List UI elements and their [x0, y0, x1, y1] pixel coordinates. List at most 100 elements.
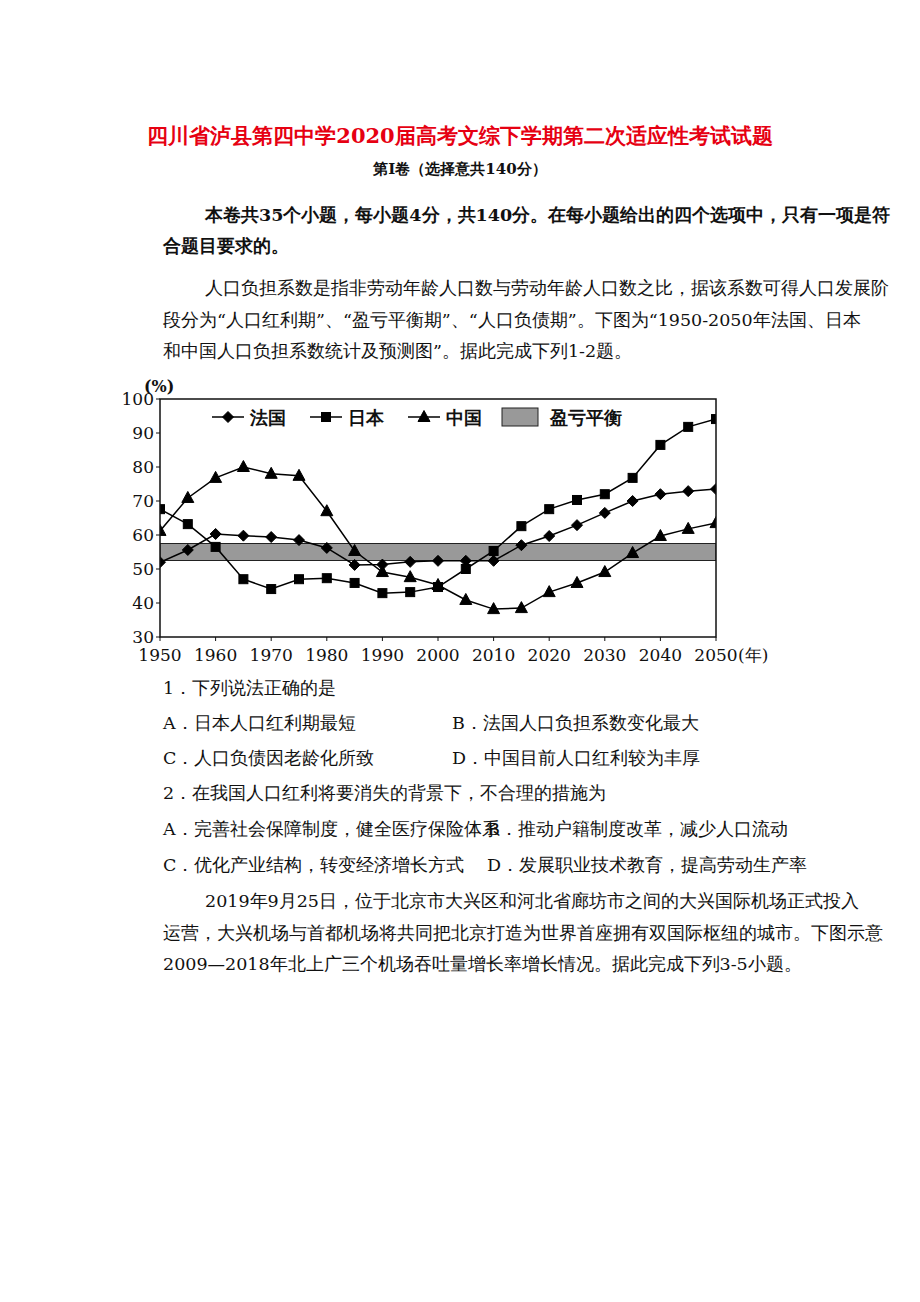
- y-tick-label: 70: [132, 491, 154, 511]
- question-stem: 1．下列说法正确的是: [163, 678, 336, 698]
- marker: [160, 524, 166, 535]
- instruction-line: 合题目要求的。: [162, 236, 289, 256]
- marker: [543, 586, 555, 597]
- marker: [265, 467, 277, 478]
- marker: [572, 520, 583, 531]
- marker: [711, 484, 717, 495]
- marker: [349, 544, 361, 555]
- x-tick: [271, 637, 272, 641]
- marker: [627, 496, 638, 507]
- marker: [571, 576, 583, 587]
- intro-line: 段分为“人口红利期”、“盈亏平衡期”、“人口负债期”。下图为“1950-2050…: [163, 310, 861, 330]
- legend-swatch: [502, 408, 538, 426]
- marker: [210, 471, 222, 482]
- marker: [349, 559, 360, 570]
- marker: [266, 532, 277, 543]
- marker: [517, 522, 526, 531]
- marker: [238, 530, 249, 541]
- marker: [600, 490, 609, 499]
- x-tick-label: 1990: [361, 645, 404, 665]
- y-tick-label: 90: [132, 423, 154, 443]
- legend: 法国日本中国盈亏平衡: [212, 407, 622, 428]
- marker: [211, 542, 220, 551]
- marker: [654, 530, 666, 541]
- legend-label: 盈亏平衡: [549, 407, 622, 428]
- x-tick-label: 1960: [194, 645, 237, 665]
- y-tick-label: 50: [132, 559, 154, 579]
- legend-marker: [223, 412, 234, 423]
- option: D．发展职业技术教育，提高劳动生产率: [487, 855, 807, 875]
- legend-entry: 中国: [408, 407, 482, 428]
- marker: [655, 489, 666, 500]
- option: B．推动户籍制度改革，减少人口流动: [487, 819, 788, 839]
- x-tick: [160, 637, 161, 641]
- marker: [321, 542, 332, 553]
- marker: [182, 544, 193, 555]
- legend-entry: 法国: [212, 407, 286, 428]
- marker: [405, 556, 416, 567]
- marker: [295, 575, 304, 584]
- option: C．优化产业结构，转变经济增长方式: [163, 855, 464, 875]
- marker: [545, 505, 554, 514]
- x-axis-label: (年): [738, 645, 768, 665]
- marker: [237, 461, 249, 472]
- background: [0, 0, 920, 1302]
- x-tick: [326, 637, 327, 641]
- marker: [182, 491, 194, 502]
- section-heading: 第Ⅰ卷（选择意共140分）: [372, 160, 546, 178]
- x-tick: [438, 637, 439, 641]
- legend-label: 中国: [446, 407, 482, 428]
- legend-entry: 盈亏平衡: [502, 407, 622, 428]
- instruction-line: 本卷共35个小题，每小题4分，共140分。在每小题给出的四个选项中，只有一项是符: [204, 205, 890, 225]
- marker: [239, 575, 248, 584]
- x-tick: [716, 637, 717, 641]
- marker: [599, 507, 610, 518]
- x-tick-label: 2010: [472, 645, 515, 665]
- marker: [544, 531, 555, 542]
- marker: [684, 422, 693, 431]
- marker: [322, 574, 331, 583]
- marker: [628, 473, 637, 482]
- marker: [293, 469, 305, 480]
- series-line: [160, 419, 716, 593]
- marker: [433, 555, 444, 566]
- y-tick: [156, 637, 160, 638]
- chart: 3040506070809010019501960197019801990200…: [122, 377, 769, 665]
- option: A．日本人口红利期最短: [162, 713, 356, 733]
- marker: [515, 602, 527, 613]
- marker: [599, 566, 611, 577]
- y-tick-label: 30: [132, 627, 154, 647]
- marker: [461, 565, 470, 574]
- y-tick: [156, 535, 160, 536]
- x-tick: [493, 637, 494, 641]
- marker: [376, 566, 388, 577]
- plot-area: [160, 415, 716, 614]
- marker: [682, 522, 694, 533]
- legend-marker: [418, 411, 430, 422]
- x-tick: [382, 637, 383, 641]
- y-tick-label: 80: [132, 457, 154, 477]
- series-line: [160, 467, 716, 609]
- y-tick: [156, 467, 160, 468]
- x-tick-label: 2050: [694, 645, 737, 665]
- legend-marker: [322, 413, 331, 422]
- passage-line: 2019年9月25日，位于北京市大兴区和河北省廊坊市之间的大兴国际机场正式投入: [205, 891, 859, 911]
- y-tick: [156, 569, 160, 570]
- option: D．中国目前人口红利较为丰厚: [452, 748, 700, 768]
- marker: [378, 589, 387, 598]
- intro-line: 和中国人口负担系数统计及预测图”。据此完成下列1-2题。: [163, 341, 632, 361]
- question-stem: 2．在我国人口红利将要消失的背景下，不合理的措施为: [163, 783, 606, 803]
- y-tick-label: 60: [132, 525, 154, 545]
- x-tick-label: 1950: [138, 645, 181, 665]
- x-tick-label: 1970: [250, 645, 293, 665]
- option: B．法国人口负担系数变化最大: [452, 713, 699, 733]
- plot-frame: [160, 399, 716, 637]
- x-tick-label: 2020: [528, 645, 571, 665]
- intro-line: 人口负担系数是指非劳动年龄人口数与劳动年龄人口数之比，据该系数可得人口发展阶: [205, 278, 889, 298]
- marker: [573, 495, 582, 504]
- passage-line: 运营，大兴机场与首都机场将共同把北京打造为世界首座拥有双国际枢纽的城市。下图示意: [163, 923, 883, 943]
- y-tick-label: 40: [132, 593, 154, 613]
- marker: [488, 555, 499, 566]
- marker: [460, 593, 472, 604]
- y-tick: [156, 399, 160, 400]
